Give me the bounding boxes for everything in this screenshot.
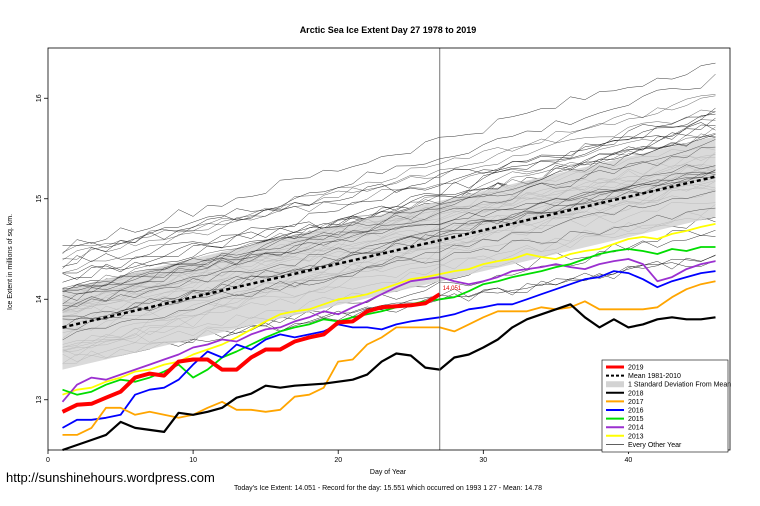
legend-label: 2018 [628,390,644,397]
other-year-line [62,169,716,290]
legend-label: 2019 [628,365,644,372]
other-year-line [62,190,716,341]
other-year-line [62,73,716,267]
chart-title: Arctic Sea Ice Extent Day 27 1978 to 201… [300,25,477,35]
series-line-2013 [62,223,716,396]
series-line-2017 [62,280,716,436]
y-tick-label: 16 [36,94,43,102]
footer-text: Today's Ice Extent: 14.051 - Record for … [234,485,542,492]
other-year-line [62,207,716,329]
other-year-line [62,146,716,305]
other-year-line [62,177,716,319]
x-tick-label: 30 [479,457,487,464]
other-year-line [62,95,716,261]
legend-label: 2017 [628,399,644,406]
series-line-2014 [61,258,716,403]
other-year-line [62,94,716,274]
series-line-2016 [62,270,716,429]
other-year-line [62,119,716,301]
legend-label: 2014 [628,425,644,432]
current-value-label: 14.051 [443,286,462,292]
axes: 0 10 20 30 40 13 14 15 16 [36,47,731,464]
legend-label: 1 Standard Deviation From Mean [628,382,731,389]
x-axis-label: Day of Year [370,469,407,476]
x-tick-label: 0 [46,457,50,464]
x-tick-label: 10 [189,457,197,464]
y-axis-label: Ice Extent in millions of sq. km. [7,214,14,310]
other-year-line [62,171,716,295]
plot-area: 14.051 [61,48,716,452]
y-tick-label: 13 [36,396,43,404]
legend-label: 2016 [628,408,644,415]
legend-label: Mean 1981-2010 [628,373,681,380]
other-year-line [62,260,716,362]
other-year-line [62,109,716,260]
x-tick-label: 40 [625,457,633,464]
other-year-line [62,170,716,320]
legend-label: Every Other Year [628,442,682,449]
plot-frame [47,47,731,451]
y-tick-label: 14 [36,295,43,303]
watermark: http://sunshinehours.wordpress.com [6,470,215,485]
std-dev-band [62,136,716,370]
other-year-line [62,126,716,293]
other-year-line [62,62,716,254]
other-year-line [62,172,716,307]
legend-label: 2015 [628,416,644,423]
series-line-2018 [62,303,716,452]
legend-label: 2013 [628,433,644,440]
series-line-2019 [61,292,441,414]
x-tick-label: 20 [334,457,342,464]
other-year-line [62,132,716,311]
y-tick-label: 15 [36,195,43,203]
